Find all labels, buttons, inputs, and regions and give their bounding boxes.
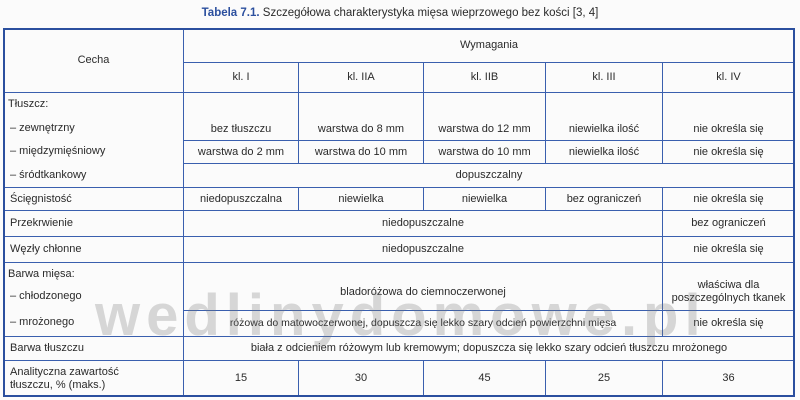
cell: nie określa się (662, 310, 795, 337)
header-cecha: Cecha (3, 28, 184, 93)
header-class: kl. IV (662, 62, 795, 93)
cell: warstwa do 12 mm (423, 92, 546, 141)
row-label: Węzły chłonne (3, 236, 184, 263)
cell: bez ograniczeń (662, 210, 795, 237)
header-class: kl. IIA (298, 62, 424, 93)
cell: właściwa dla poszczególnych tkanek (662, 262, 795, 311)
cell: bez tłuszczu (183, 92, 299, 141)
cell: niedopuszczalne (183, 236, 663, 263)
cell: nie określa się (662, 236, 795, 263)
cell: dopuszczalny (183, 163, 795, 188)
cell: różowa do matowoczerwonej, dopuszcza się… (183, 310, 663, 337)
cell: 30 (298, 360, 424, 397)
label-miedzymiesniowy: – międzymięśniowy (10, 145, 106, 157)
cell: nie określa się (662, 92, 795, 141)
cell: niewielka ilość (545, 140, 663, 164)
row-label: Analityczna zawartość tłuszczu, % (maks.… (3, 360, 184, 397)
cell: niedopuszczalna (183, 187, 299, 211)
cell: niewielka ilość (545, 92, 663, 141)
cell: warstwa do 10 mm (298, 140, 424, 164)
cell: 15 (183, 360, 299, 397)
header-class: kl. I (183, 62, 299, 93)
header-class: kl. IIB (423, 62, 546, 93)
label-chlodzonego: – chłodzonego (10, 290, 82, 302)
cell: nie określa się (662, 187, 795, 211)
cell: warstwa do 10 mm (423, 140, 546, 164)
cell: biała z odcieniem różowym lub kremowym; … (183, 336, 795, 361)
table-caption: Tabela 7.1. Szczegółowa charakterystyka … (201, 7, 599, 19)
label-mrozonego: – mrożonego (10, 316, 75, 328)
cell: bez ograniczeń (545, 187, 663, 211)
label-tluszcz: Tłuszcz: (8, 98, 49, 110)
label-zewnetrzny: – zewnętrzny (10, 122, 75, 134)
row-label: Barwa tłuszczu (3, 336, 184, 361)
header-wymagania: Wymagania (183, 28, 795, 63)
cell: warstwa do 2 mm (183, 140, 299, 164)
row-label: Przekrwienie (3, 210, 184, 237)
cell: warstwa do 8 mm (298, 92, 424, 141)
cell: 36 (662, 360, 795, 397)
header-class: kl. III (545, 62, 663, 93)
label-srodtkankowy: – śródtkankowy (10, 169, 87, 181)
label-barwa-miesa: Barwa mięsa: (8, 268, 75, 280)
cell: 25 (545, 360, 663, 397)
cell: 45 (423, 360, 546, 397)
cell: niewielka (298, 187, 424, 211)
row-label: Ścięgnistość (3, 187, 184, 211)
cell: niedopuszczalne (183, 210, 663, 237)
cell: niewielka (423, 187, 546, 211)
cell: nie określa się (662, 140, 795, 164)
cell: bladoróżowa do ciemnoczerwonej (183, 262, 663, 311)
